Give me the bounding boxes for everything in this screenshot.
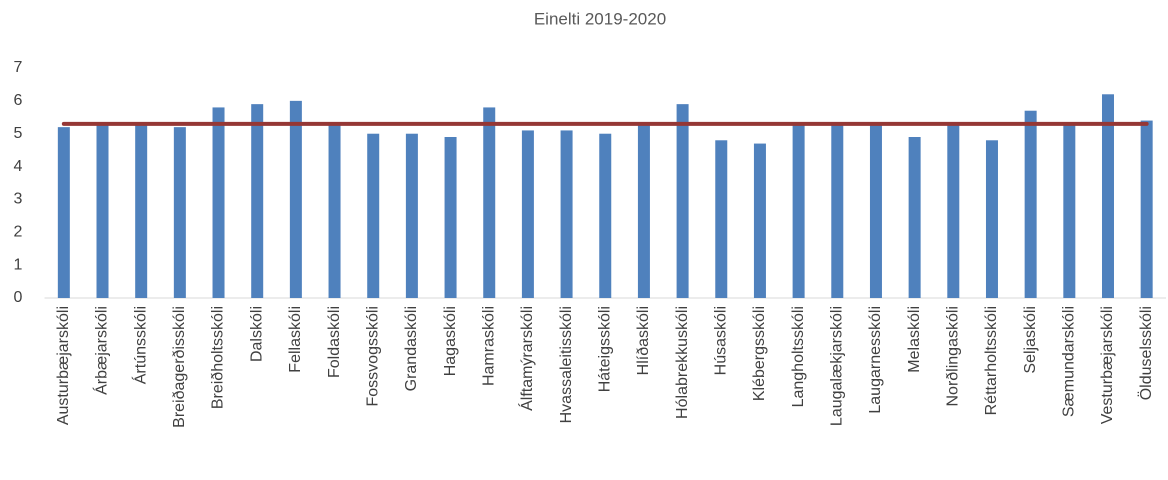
bar (908, 137, 921, 298)
x-tick-label: Hamraskóli (480, 306, 497, 386)
chart-title: Einelti 2019-2020 (534, 9, 666, 28)
bar (135, 123, 148, 298)
bar (444, 137, 457, 298)
bar (753, 143, 766, 298)
bar (985, 140, 998, 298)
x-tick-label: Húsaskóli (712, 306, 729, 375)
x-tick-label: Fellaskóli (287, 306, 304, 373)
x-tick-label: Foldaskóli (326, 306, 343, 378)
bar (328, 123, 341, 298)
x-tick-label: Vesturbæjarskóli (1099, 306, 1116, 424)
x-tick-label: Réttarholtsskóli (983, 306, 1000, 415)
bar (96, 123, 109, 298)
y-tick-label: 5 (14, 125, 23, 142)
bar (367, 133, 380, 298)
x-tick-label: Austurbæjarskóli (55, 306, 72, 425)
x-tick-label: Sæmundarskóli (1061, 306, 1078, 417)
y-tick-label: 2 (14, 224, 23, 241)
x-tick-label: Ártúnsskóli (130, 306, 149, 384)
bar (57, 127, 70, 299)
y-tick-label: 3 (14, 191, 23, 208)
bar (1101, 94, 1114, 299)
x-tick-label: Breiðholtsskóli (210, 306, 227, 409)
x-tick-label: Hlíðaskóli (635, 306, 652, 375)
x-tick-label: Hagaskóli (442, 306, 459, 376)
bar (1140, 120, 1153, 298)
x-tick-label: Langholtsskóli (790, 306, 807, 407)
x-tick-label: Hvassaleitisskóli (558, 306, 575, 423)
bar (715, 140, 728, 298)
y-tick-label: 7 (14, 59, 23, 76)
x-tick-label: Ölduselsskóli (1137, 306, 1155, 400)
bar (212, 107, 225, 298)
x-tick-label: Laugarnesskóli (867, 306, 884, 414)
y-tick-label: 4 (14, 158, 23, 175)
bar (289, 100, 302, 298)
bar (676, 104, 689, 299)
x-tick-label: Melaskóli (906, 306, 923, 373)
x-tick-label: Norðlingaskóli (945, 306, 962, 407)
x-tick-label: Dalskóli (248, 306, 265, 362)
bar (405, 133, 418, 298)
bar (869, 123, 882, 298)
x-tick-label: Fossvogsskóli (364, 306, 381, 406)
x-tick-label: Álftamýrarskóli (517, 306, 536, 411)
bar (947, 123, 960, 298)
bar (521, 130, 534, 298)
bar (560, 130, 573, 298)
bar (173, 127, 186, 299)
bar (1063, 123, 1076, 298)
bar (792, 123, 805, 298)
bar (637, 123, 650, 298)
x-tick-label: Seljaskóli (1022, 306, 1039, 374)
bar (831, 123, 844, 298)
x-tick-label: Hólabrekkuskóli (674, 306, 691, 419)
bar (1024, 110, 1037, 298)
bar (483, 107, 496, 298)
y-tick-label: 0 (14, 289, 23, 306)
bar (251, 104, 264, 299)
x-tick-label: Árbæjarskóli (92, 306, 111, 395)
y-tick-label: 6 (14, 92, 23, 109)
x-tick-label: Klébergsskóli (751, 306, 768, 401)
y-tick-label: 1 (14, 256, 23, 273)
x-tick-label: Laugalækjarskóli (829, 306, 846, 426)
x-tick-label: Grandaskóli (403, 306, 420, 391)
bar (599, 133, 612, 298)
x-tick-label: Háteigsskóli (596, 306, 613, 392)
x-tick-label: Breiðagerðisskóli (171, 306, 188, 428)
